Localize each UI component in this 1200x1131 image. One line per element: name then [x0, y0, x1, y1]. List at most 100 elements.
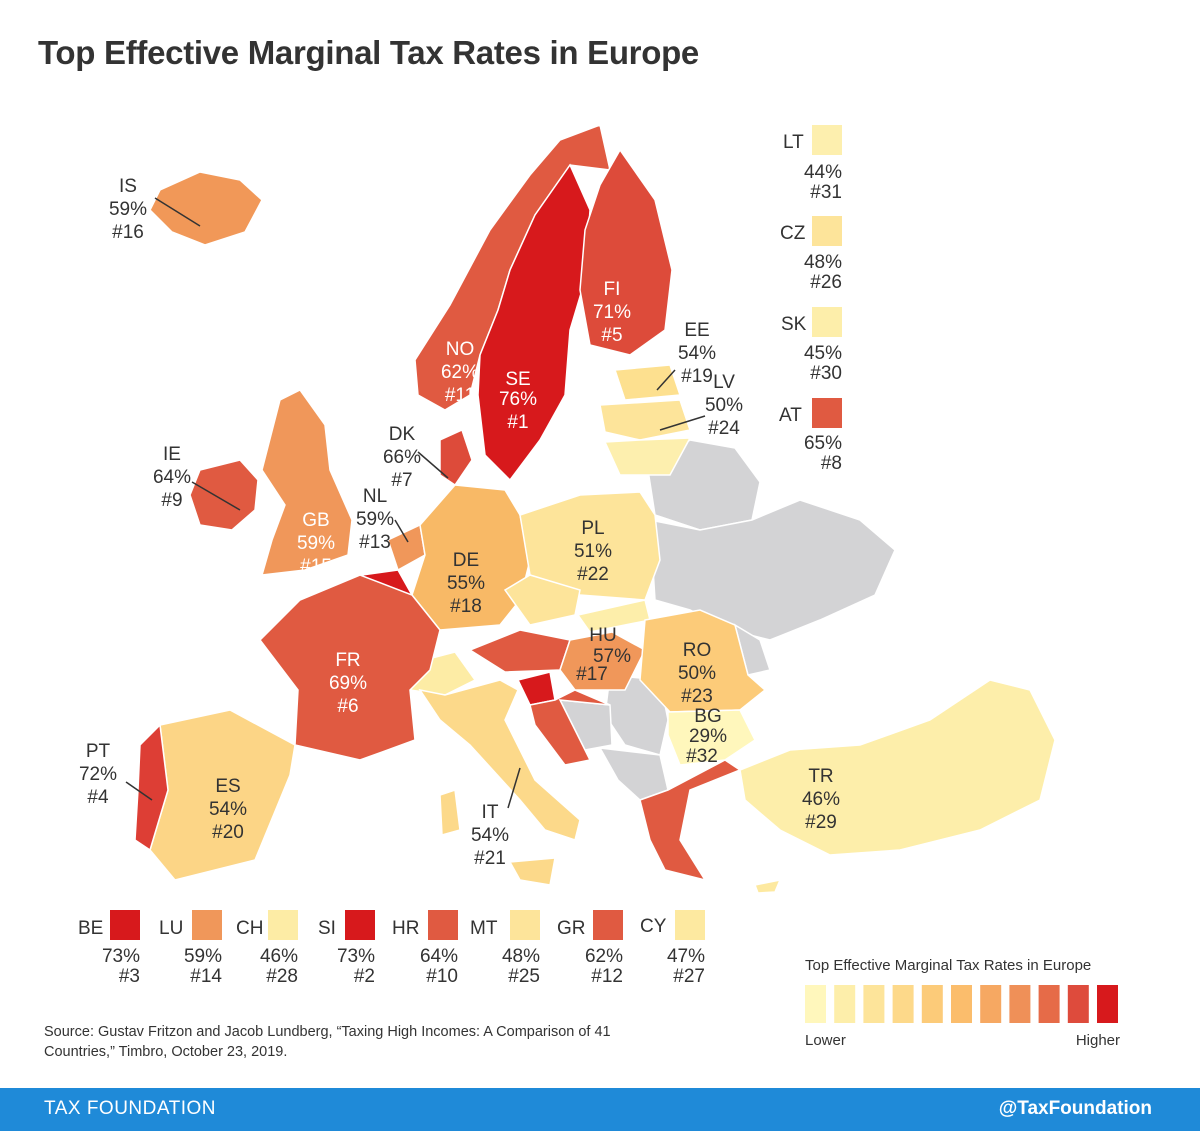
side-boxes: LT 44% #31 CZ 48% #26 SK 45% #30 AT 65% …: [779, 125, 842, 474]
svg-text:#3: #3: [119, 966, 140, 987]
svg-text:#10: #10: [426, 966, 458, 987]
legend-swatch-6: [951, 985, 972, 1023]
leader-is: [154, 197, 201, 227]
svg-text:76%: 76%: [499, 389, 537, 410]
no-data-countries: [558, 439, 896, 801]
country-lt: [603, 437, 692, 476]
svg-text:46%: 46%: [260, 946, 298, 967]
svg-text:LV: LV: [713, 372, 735, 393]
legend-title: Top Effective Marginal Tax Rates in Euro…: [805, 957, 1091, 974]
country-ee: [613, 364, 682, 401]
leader-nl: [394, 519, 409, 543]
svg-text:PT: PT: [86, 741, 111, 762]
svg-text:IE: IE: [163, 444, 181, 465]
country-cy: [753, 878, 782, 894]
bottom-box-cy: CY 47% #27: [640, 910, 705, 987]
svg-text:GR: GR: [557, 918, 586, 939]
svg-text:#16: #16: [112, 222, 144, 243]
swatch-at: [812, 398, 842, 428]
svg-text:#15: #15: [300, 556, 332, 577]
svg-text:DE: DE: [453, 550, 479, 571]
legend-swatch-11: [1097, 985, 1118, 1023]
svg-text:66%: 66%: [383, 447, 421, 468]
svg-text:64%: 64%: [420, 946, 458, 967]
side-box-sk: SK 45% #30: [781, 307, 842, 384]
svg-text:IT: IT: [482, 802, 499, 823]
country-ro: [639, 609, 767, 713]
svg-text:#24: #24: [708, 418, 740, 439]
swatch-hr: [428, 910, 458, 940]
country-it-sardinia: [439, 788, 461, 836]
svg-text:72%: 72%: [79, 764, 117, 785]
svg-text:#20: #20: [212, 822, 244, 843]
svg-text:#14: #14: [190, 966, 222, 987]
svg-text:#8: #8: [821, 453, 842, 474]
legend-swatch-3: [863, 985, 885, 1023]
svg-text:CY: CY: [640, 916, 667, 937]
bottom-box-hr: HR 64% #10: [392, 910, 458, 987]
svg-text:GB: GB: [302, 510, 329, 531]
swatch-mt: [510, 910, 540, 940]
svg-text:62%: 62%: [441, 362, 479, 383]
country-it: [418, 679, 581, 841]
svg-text:TR: TR: [808, 766, 833, 787]
legend-swatches: [805, 985, 1118, 1023]
country-nl: [387, 523, 426, 572]
legend-swatch-4: [892, 985, 914, 1023]
svg-text:#11: #11: [445, 385, 475, 406]
svg-text:CH: CH: [236, 918, 263, 939]
svg-text:ES: ES: [215, 776, 240, 797]
svg-text:54%: 54%: [209, 799, 247, 820]
country-hr: [529, 689, 611, 766]
swatch-si: [345, 910, 375, 940]
country-fr: [259, 574, 441, 761]
country-ie: [189, 459, 259, 531]
svg-text:MT: MT: [470, 918, 498, 939]
svg-text:#32: #32: [686, 746, 718, 767]
svg-text:#2: #2: [354, 966, 375, 987]
svg-text:48%: 48%: [502, 946, 540, 967]
svg-text:#18: #18: [450, 596, 482, 617]
svg-text:FR: FR: [335, 650, 360, 671]
svg-text:#30: #30: [810, 363, 842, 384]
svg-text:#19: #19: [681, 366, 713, 387]
svg-text:73%: 73%: [337, 946, 375, 967]
svg-text:#1: #1: [507, 412, 528, 433]
bottom-box-gr: GR 62% #12: [557, 910, 623, 987]
svg-text:#22: #22: [577, 564, 609, 585]
svg-text:45%: 45%: [804, 343, 842, 364]
legend-swatch-8: [1009, 985, 1031, 1023]
bottom-box-mt: MT 48% #25: [470, 910, 540, 987]
svg-text:55%: 55%: [447, 573, 485, 594]
leader-it: [507, 767, 521, 809]
svg-text:BE: BE: [78, 918, 103, 939]
svg-text:HR: HR: [392, 918, 419, 939]
country-lv: [599, 399, 691, 441]
svg-text:48%: 48%: [804, 252, 842, 273]
country-gr: [639, 759, 742, 882]
svg-text:#12: #12: [591, 966, 623, 987]
side-box-cz: CZ 48% #26: [780, 216, 842, 293]
bottom-box-be: BE 73% #3: [78, 910, 140, 987]
svg-text:73%: 73%: [102, 946, 140, 967]
country-at: [468, 629, 571, 673]
swatch-lu: [192, 910, 222, 940]
leader-ee: [656, 369, 676, 391]
svg-text:EE: EE: [684, 320, 709, 341]
svg-text:NO: NO: [446, 339, 475, 360]
footer-brand: TAX FOUNDATION: [44, 1098, 217, 1119]
svg-text:59%: 59%: [184, 946, 222, 967]
leader-dk: [417, 451, 449, 479]
country-me-al-mk: [598, 747, 669, 801]
svg-text:IS: IS: [119, 176, 137, 197]
bottom-boxes: BE 73% #3 LU 59% #14 CH 46% #28 SI 73% #…: [78, 910, 705, 987]
